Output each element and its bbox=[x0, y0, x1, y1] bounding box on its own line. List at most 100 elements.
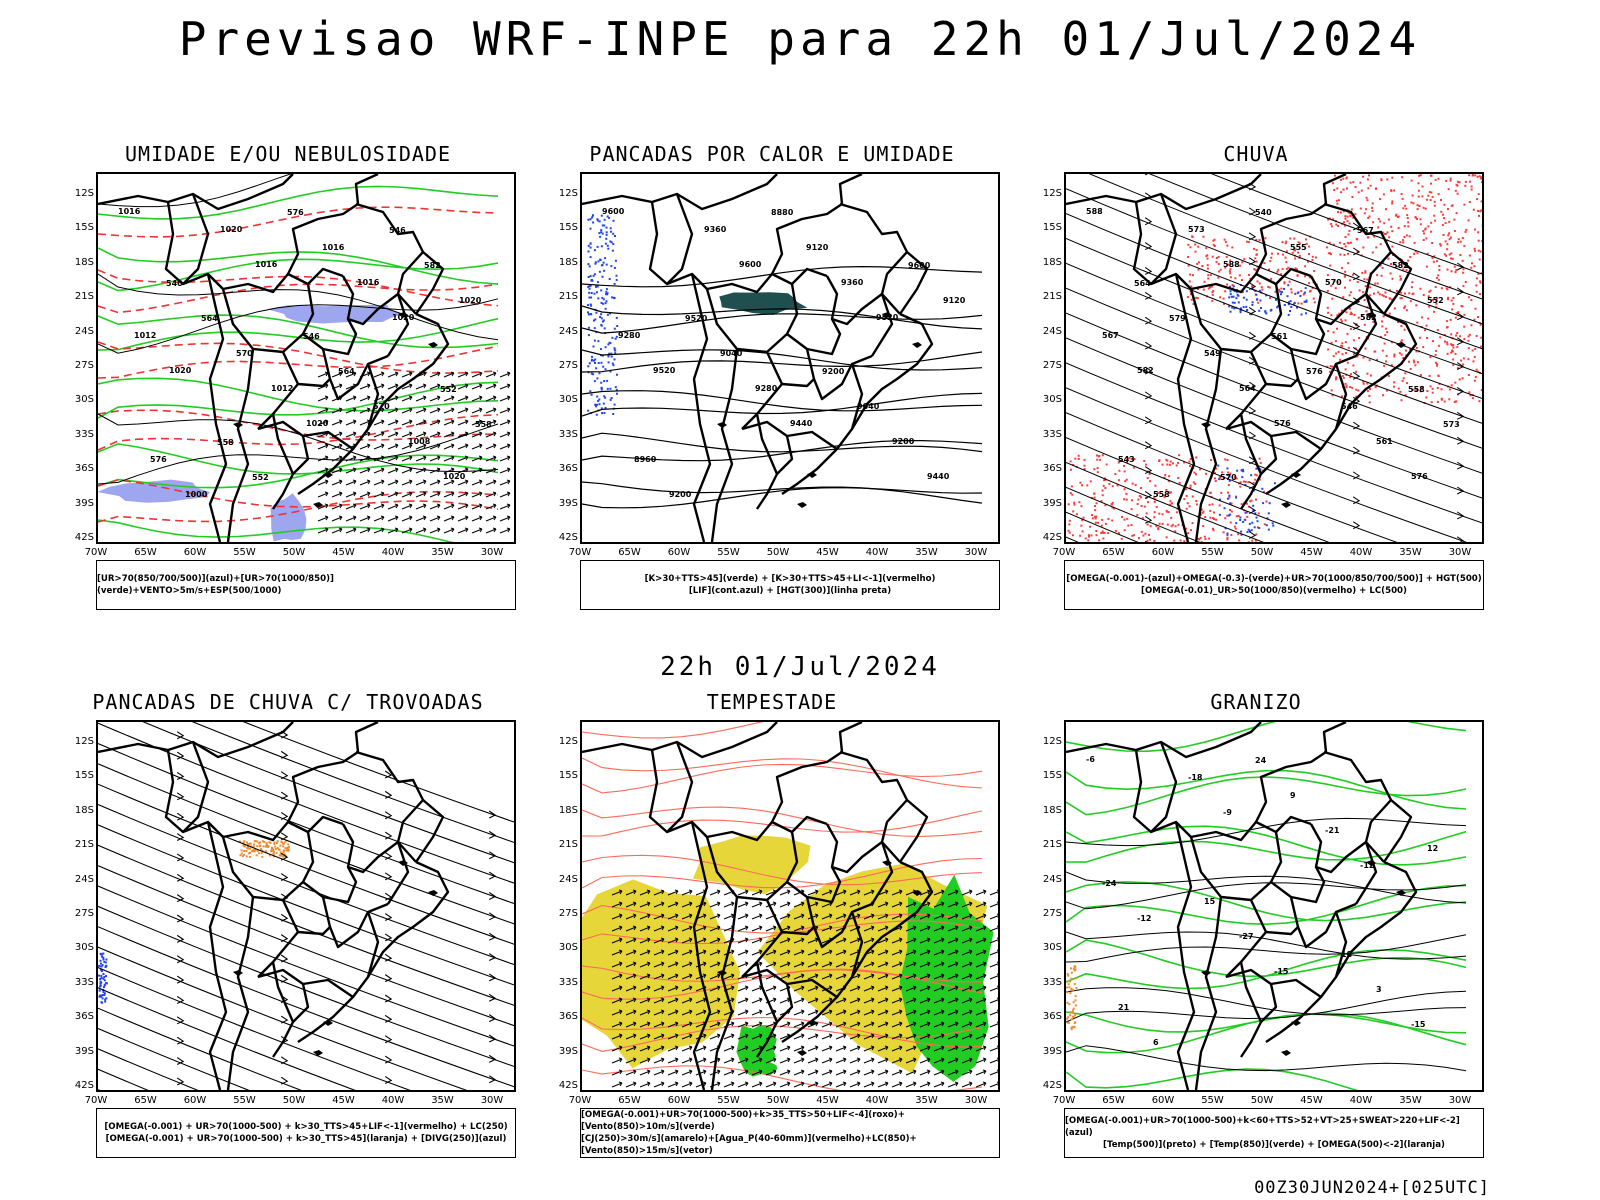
rain-area bbox=[1228, 496, 1231, 499]
longitude-tick-label: 40W bbox=[1349, 547, 1373, 558]
lif-contour bbox=[605, 233, 608, 236]
rain-area bbox=[1332, 331, 1335, 334]
wind-vector bbox=[443, 419, 455, 426]
rain-area bbox=[1480, 200, 1482, 203]
divergence-area bbox=[104, 998, 107, 1001]
omega-area bbox=[1248, 522, 1251, 525]
omega-area bbox=[1252, 509, 1255, 512]
wind-vector bbox=[919, 925, 931, 932]
rain-area bbox=[1334, 340, 1337, 343]
contour-label: 546 bbox=[303, 332, 320, 341]
rain-area bbox=[1265, 500, 1268, 503]
streamline-arrow bbox=[176, 894, 185, 903]
lif-contour bbox=[589, 275, 592, 278]
wind-vector bbox=[429, 431, 441, 438]
wind-vector bbox=[877, 1033, 889, 1040]
wind-vector bbox=[961, 889, 973, 896]
omega-area bbox=[1228, 296, 1231, 299]
lif-contour bbox=[614, 235, 616, 237]
contour-label: 9200 bbox=[669, 490, 692, 499]
rain-area bbox=[1274, 290, 1277, 293]
rain-area bbox=[1189, 458, 1192, 460]
wind-vector bbox=[821, 1021, 833, 1028]
rain-area bbox=[1461, 377, 1464, 380]
wind-vector bbox=[765, 1045, 777, 1052]
rain-area bbox=[1419, 218, 1422, 221]
wind-vector bbox=[499, 527, 511, 534]
rain-area bbox=[1422, 206, 1425, 209]
rain-area bbox=[1268, 286, 1271, 289]
rain-area bbox=[1290, 288, 1293, 291]
streamline-arrow bbox=[176, 1057, 185, 1066]
wind-vector bbox=[681, 1069, 693, 1076]
rain-area bbox=[1244, 480, 1247, 483]
rain-area bbox=[1259, 461, 1262, 464]
wind-vector bbox=[317, 419, 329, 426]
wind-vector bbox=[653, 1021, 665, 1028]
lif-contour bbox=[596, 219, 599, 222]
rain-area bbox=[1145, 512, 1148, 515]
wind-vector bbox=[331, 515, 343, 522]
wind-vector bbox=[625, 1021, 637, 1028]
rain-area bbox=[1084, 537, 1087, 540]
forecast-time-title: 22h 01/Jul/2024 bbox=[660, 652, 940, 682]
rain-area bbox=[1366, 178, 1369, 181]
contour-label: 549 bbox=[1204, 349, 1221, 358]
rain-area bbox=[1338, 312, 1341, 315]
rain-area bbox=[1366, 390, 1369, 393]
contour-label: 8880 bbox=[771, 208, 794, 217]
streamline-arrow bbox=[488, 912, 497, 921]
wind-vector bbox=[387, 455, 399, 462]
wind-vector bbox=[905, 937, 917, 944]
rain-area bbox=[1132, 458, 1135, 461]
lif-contour bbox=[593, 359, 595, 362]
rain-area bbox=[1304, 238, 1307, 241]
lif-contour bbox=[606, 293, 608, 296]
wind-vector bbox=[779, 1069, 791, 1076]
wind-vector bbox=[387, 371, 399, 378]
contour-label: 558 bbox=[475, 420, 492, 429]
country-border bbox=[182, 741, 210, 833]
country-border bbox=[182, 193, 210, 285]
lif-contour bbox=[594, 262, 597, 265]
rain-area bbox=[1386, 331, 1389, 334]
wind-vector bbox=[933, 1081, 945, 1088]
rain-area bbox=[1191, 495, 1194, 498]
wind-vector bbox=[947, 925, 959, 932]
rain-area bbox=[1168, 463, 1171, 466]
latitude-tick-label: 12S bbox=[558, 188, 578, 199]
lif-contour bbox=[593, 273, 596, 276]
wind-vector bbox=[723, 901, 735, 908]
lif-contour bbox=[611, 362, 614, 365]
storm-area bbox=[275, 852, 278, 855]
omega-area bbox=[1260, 307, 1262, 309]
omega-500-area bbox=[1069, 992, 1072, 995]
contour-label: 552 bbox=[1427, 296, 1444, 305]
country-border bbox=[1190, 815, 1312, 842]
wind-vector bbox=[751, 937, 763, 944]
lif-contour bbox=[603, 224, 606, 227]
isobar bbox=[98, 273, 499, 341]
streamline bbox=[98, 987, 356, 1090]
rain-area bbox=[1381, 266, 1384, 269]
wind-vector bbox=[387, 443, 399, 450]
wind-vector bbox=[331, 479, 343, 486]
divergence-area bbox=[100, 969, 103, 971]
height-contour bbox=[582, 390, 983, 412]
rain-area bbox=[1425, 324, 1428, 327]
lif-contour bbox=[587, 311, 589, 314]
storm-area bbox=[249, 855, 252, 858]
rain-area bbox=[1174, 525, 1177, 528]
wind-vector bbox=[611, 925, 623, 932]
wind-vector bbox=[457, 443, 469, 450]
rain-area bbox=[1165, 458, 1168, 461]
rain-area bbox=[1385, 327, 1388, 330]
rain-area bbox=[1165, 510, 1168, 513]
country-border bbox=[839, 202, 909, 315]
streamline-arrow bbox=[1352, 297, 1361, 306]
omega-area bbox=[1283, 304, 1286, 306]
wind-vector bbox=[765, 985, 777, 992]
lif-contour bbox=[613, 403, 616, 406]
storm-area bbox=[265, 843, 268, 846]
isoline-green bbox=[98, 454, 499, 489]
